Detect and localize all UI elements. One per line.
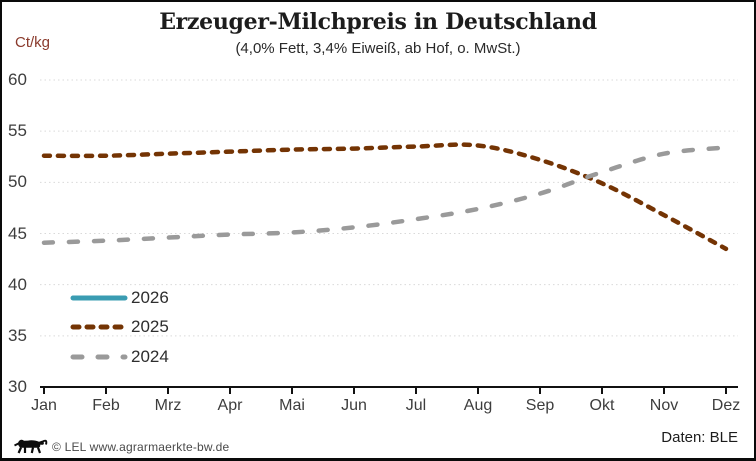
legend-item-2025: 2025 [70,313,169,343]
y-axis-unit-label: Ct/kg [15,34,51,51]
series-line-2025 [41,142,729,252]
legend-line-sample [70,324,128,330]
series-line-2024 [41,145,729,245]
data-source-text: Daten: BLE [661,429,738,446]
chart-title: Erzeuger-Milchpreis in Deutschland [159,9,597,35]
y-tick-label: 45 [8,223,27,243]
copyright-text: © LEL www.agrarmaerkte-bw.de [52,440,230,454]
x-tick-label-sep: Sep [525,397,555,414]
x-tick-label-jul: Jul [405,397,427,414]
x-tick-label-jan: Jan [31,397,57,414]
bw-lion-logo-icon [14,439,48,454]
legend-item-2024: 2024 [70,342,169,372]
y-tick-label: 50 [8,172,27,192]
x-tick-label-apr: Apr [217,397,243,414]
y-tick-label: 40 [8,274,27,294]
x-tick-label-jun: Jun [341,397,367,414]
x-tick-label-mai: Mai [279,397,305,414]
x-tick-label-dez: Dez [711,397,741,414]
y-tick-label: 55 [8,121,27,141]
legend-line-sample [70,354,128,360]
y-tick-label: 35 [8,325,27,345]
legend-label: 2025 [131,317,169,337]
x-tick-label-aug: Aug [463,397,493,414]
x-tick-label-feb: Feb [92,397,120,414]
legend-line-sample [70,295,128,301]
y-tick-label: 30 [8,377,27,396]
legend-label: 2024 [131,346,169,366]
x-tick-label-nov: Nov [649,397,679,414]
legend-item-2026: 2026 [70,283,169,313]
y-tick-label: 60 [8,70,27,89]
legend-label: 2026 [131,287,169,307]
x-tick-label-mrz: Mrz [154,397,182,414]
x-tick-label-okt: Okt [589,397,615,414]
chart-legend: 2026 2025 2024 [70,283,169,372]
chart-subtitle: (4,0% Fett, 3,4% Eiweiß, ab Hof, o. MwSt… [235,40,521,57]
